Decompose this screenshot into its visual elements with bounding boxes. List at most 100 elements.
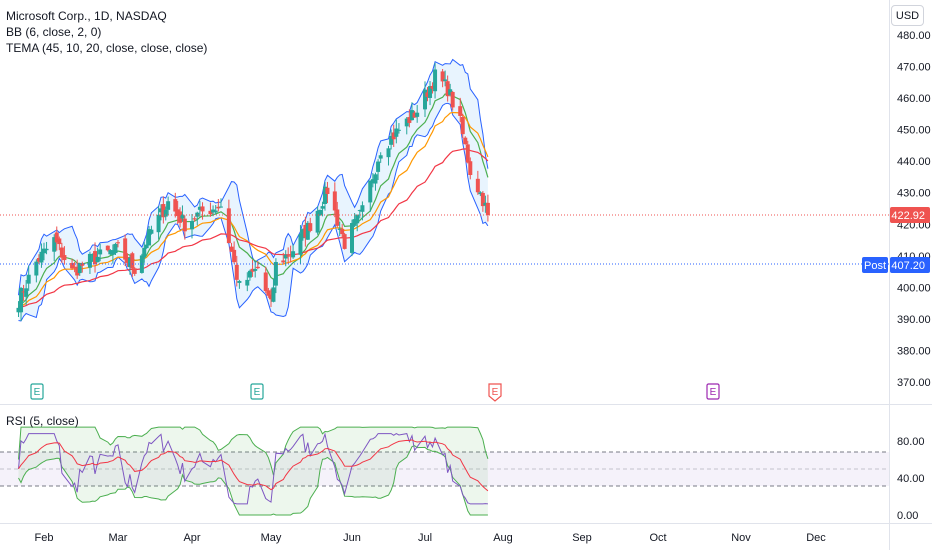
- candle[interactable]: [335, 201, 340, 228]
- candle[interactable]: [298, 225, 303, 264]
- candle[interactable]: [19, 286, 24, 321]
- rsi-axis[interactable]: 0.00 40.00 80.00: [897, 436, 925, 522]
- candle[interactable]: [213, 204, 218, 215]
- candle[interactable]: [281, 252, 286, 264]
- candle[interactable]: [190, 214, 194, 239]
- candle[interactable]: [173, 192, 178, 218]
- candle[interactable]: [147, 226, 152, 246]
- candle[interactable]: [180, 205, 185, 222]
- candle[interactable]: [443, 70, 448, 87]
- candle[interactable]: [404, 117, 409, 135]
- candle[interactable]: [105, 245, 110, 252]
- candle[interactable]: [373, 172, 378, 191]
- candle[interactable]: [450, 90, 455, 111]
- candle[interactable]: [337, 221, 342, 237]
- candle[interactable]: [391, 124, 396, 147]
- candle[interactable]: [226, 199, 231, 244]
- candle[interactable]: [62, 246, 67, 265]
- candle[interactable]: [357, 209, 362, 219]
- candle[interactable]: [430, 82, 435, 94]
- candle[interactable]: [394, 119, 399, 144]
- candle[interactable]: [308, 217, 313, 233]
- candle[interactable]: [269, 288, 273, 308]
- candle[interactable]: [468, 157, 473, 180]
- candle[interactable]: [340, 224, 345, 238]
- candle[interactable]: [42, 242, 46, 261]
- candle[interactable]: [433, 62, 438, 99]
- candle[interactable]: [54, 226, 59, 251]
- candle[interactable]: [125, 253, 130, 267]
- candle[interactable]: [93, 242, 98, 273]
- candle[interactable]: [320, 201, 325, 217]
- candle[interactable]: [237, 279, 242, 289]
- rsi-indicator-label[interactable]: RSI (5, close): [6, 414, 79, 428]
- candle[interactable]: [428, 80, 433, 106]
- candle[interactable]: [44, 241, 49, 255]
- earnings-marker[interactable]: E: [488, 383, 502, 402]
- candle[interactable]: [87, 251, 92, 275]
- candle[interactable]: [291, 244, 296, 259]
- candle[interactable]: [250, 259, 255, 277]
- candle[interactable]: [26, 265, 31, 291]
- candle[interactable]: [113, 242, 118, 256]
- candle[interactable]: [288, 245, 293, 263]
- candle[interactable]: [108, 249, 113, 256]
- candle[interactable]: [423, 81, 427, 118]
- candle[interactable]: [273, 258, 278, 294]
- earnings-marker[interactable]: E: [250, 383, 264, 400]
- candle[interactable]: [218, 198, 223, 208]
- candle[interactable]: [396, 123, 401, 134]
- candle[interactable]: [286, 247, 291, 264]
- candle[interactable]: [161, 196, 166, 224]
- candle[interactable]: [350, 219, 354, 257]
- candle[interactable]: [229, 242, 234, 252]
- candle[interactable]: [232, 241, 237, 264]
- candle[interactable]: [149, 225, 154, 235]
- candle[interactable]: [460, 113, 465, 138]
- candle[interactable]: [39, 243, 44, 268]
- candle[interactable]: [305, 220, 310, 241]
- candle[interactable]: [98, 243, 103, 262]
- candle[interactable]: [332, 182, 337, 218]
- candle[interactable]: [478, 191, 483, 197]
- candle[interactable]: [445, 75, 450, 102]
- bb-indicator-label[interactable]: BB (6, close, 2, 0): [6, 25, 101, 39]
- candle[interactable]: [36, 254, 41, 264]
- candle[interactable]: [166, 196, 171, 216]
- candle[interactable]: [355, 214, 360, 232]
- candle[interactable]: [192, 216, 197, 222]
- candle[interactable]: [156, 206, 161, 240]
- candle[interactable]: [255, 261, 260, 270]
- currency-button[interactable]: USD: [891, 5, 924, 26]
- candle[interactable]: [216, 199, 221, 212]
- candle[interactable]: [123, 234, 128, 267]
- candle[interactable]: [197, 200, 202, 217]
- candle[interactable]: [234, 255, 239, 287]
- candle[interactable]: [323, 181, 327, 211]
- candle[interactable]: [425, 87, 430, 102]
- candle[interactable]: [300, 228, 305, 241]
- candle[interactable]: [325, 181, 330, 204]
- candle[interactable]: [80, 261, 85, 273]
- candle[interactable]: [211, 205, 216, 217]
- candle[interactable]: [440, 69, 445, 88]
- candle[interactable]: [163, 206, 168, 221]
- candle[interactable]: [483, 195, 488, 213]
- candle[interactable]: [303, 216, 308, 247]
- tema-indicator-label[interactable]: TEMA (45, 10, 20, close, close, close): [6, 41, 207, 55]
- candle[interactable]: [178, 207, 183, 228]
- candle[interactable]: [95, 247, 100, 263]
- candle[interactable]: [409, 102, 414, 121]
- candle[interactable]: [59, 242, 64, 263]
- candle[interactable]: [158, 204, 163, 221]
- candlestick-series[interactable]: [16, 62, 490, 321]
- earnings-marker[interactable]: E: [706, 383, 720, 400]
- candle[interactable]: [132, 267, 137, 276]
- candle[interactable]: [448, 83, 453, 97]
- candle[interactable]: [34, 259, 39, 283]
- candle[interactable]: [142, 241, 147, 263]
- candle[interactable]: [127, 255, 132, 275]
- candle[interactable]: [480, 191, 485, 212]
- candle[interactable]: [175, 200, 180, 225]
